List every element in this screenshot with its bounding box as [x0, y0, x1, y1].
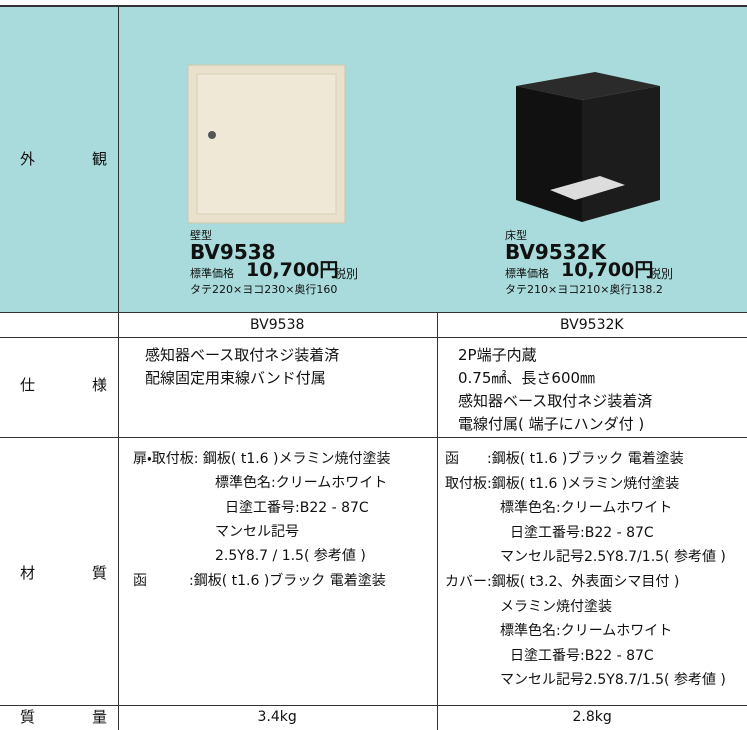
- wall-box-door: [196, 73, 337, 215]
- material-line: 2.5Y8.7 / 1.5( 参考値 ): [215, 548, 366, 565]
- floor-box-left: [516, 86, 582, 222]
- spec-line: 電線付属( 端子にハンダ付 ): [458, 415, 645, 433]
- product-images: [187, 64, 660, 224]
- row-label: 材: [20, 564, 36, 582]
- dimensions: タテ210×ヨコ210×奥行138.2: [505, 283, 663, 296]
- price: 10,700円: [561, 259, 654, 281]
- dimensions: タテ220×ヨコ230×奥行160: [190, 283, 338, 296]
- weight-value: 3.4kg: [257, 709, 297, 725]
- material-line: 日塗工番号:B22 - 87C: [510, 647, 654, 664]
- tax-note: 税別: [334, 267, 359, 281]
- rule: [118, 5, 119, 730]
- spec-line: 配線固定用束線バンド付属: [145, 369, 326, 387]
- material-line: 函 :鋼板( t1.6 )ブラック 電着塗装: [445, 451, 684, 467]
- row-label: 質: [92, 564, 108, 582]
- material-line: マンセル記号: [215, 523, 299, 540]
- spec-line: 2P端子内蔵: [458, 346, 537, 364]
- spec-line: 感知器ベース取付ネジ装着済: [458, 392, 653, 410]
- row-label: 量: [92, 708, 108, 726]
- product-model: BV9538: [190, 240, 276, 264]
- material-line: 標準色名:クリームホワイト: [500, 500, 673, 517]
- weight-value: 2.8kg: [572, 709, 612, 725]
- rule: [0, 705, 747, 706]
- material-line: メラミン焼付塗装: [500, 598, 612, 615]
- floor-box-top: [516, 72, 660, 100]
- price: 10,700円: [246, 259, 339, 281]
- rule: [0, 437, 747, 438]
- floor-box-right: [582, 86, 660, 222]
- material-line: 扉・取付板: 鋼板( t1.6 )メラミン焼付塗装: [133, 451, 391, 467]
- rule: [0, 312, 747, 313]
- material-line: 日塗工番号:B22 - 87C: [225, 499, 369, 516]
- material-line: 標準色名:クリームホワイト: [500, 623, 673, 640]
- model-header: BV9538: [250, 317, 305, 333]
- row-label: 外: [20, 150, 36, 168]
- price-prefix: 標準価格: [190, 267, 234, 280]
- material-line: 函 :鋼板( t1.6 )ブラック 電着塗装: [133, 572, 386, 589]
- price-prefix: 標準価格: [505, 267, 549, 280]
- material-line: マンセル記号2.5Y8.7/1.5( 参考値 ): [500, 549, 726, 566]
- product-type: 壁型: [190, 229, 212, 242]
- material-line: カバー:鋼板( t3.2、外表面シマ目付 ): [445, 574, 680, 590]
- rule: [0, 5, 747, 7]
- wall-box-lock: [208, 131, 216, 139]
- product-type: 床型: [505, 229, 527, 242]
- rule: [0, 337, 747, 338]
- floor-box-plate: [550, 176, 625, 200]
- product-model: BV9532K: [505, 240, 607, 264]
- row-label: 仕: [20, 376, 36, 394]
- row-label: 様: [92, 376, 108, 394]
- spec-line: 感知器ベース取付ネジ装着済: [145, 346, 340, 364]
- row-label: 質: [20, 708, 36, 726]
- material-line: 日塗工番号:B22 - 87C: [510, 524, 654, 541]
- row-label: 観: [92, 150, 108, 168]
- spec-line: 0.75㎟、長さ600㎜: [458, 369, 596, 387]
- model-header: BV9532K: [560, 317, 624, 333]
- material-line: 取付板:鋼板( t1.6 )メラミン焼付塗装: [445, 475, 680, 492]
- tax-note: 税別: [649, 267, 674, 281]
- material-line: 標準色名:クリームホワイト: [215, 475, 388, 492]
- material-line: マンセル記号2.5Y8.7/1.5( 参考値 ): [500, 672, 726, 689]
- rule: [437, 312, 438, 730]
